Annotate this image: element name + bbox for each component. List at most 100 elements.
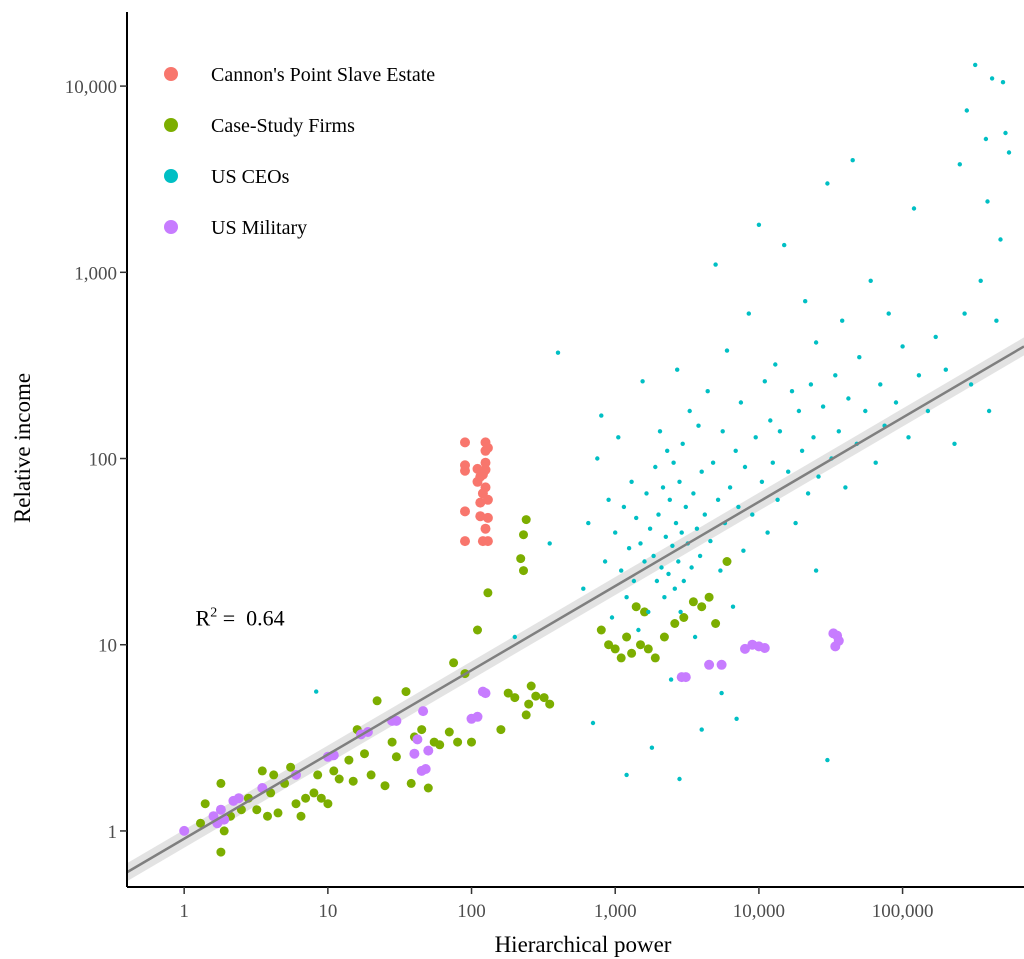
point-us-ceos: [989, 76, 995, 81]
point-us-ceos: [689, 565, 694, 570]
point-case-study-firms: [539, 693, 549, 703]
point-us-ceos: [957, 162, 962, 167]
point-case-study-firms: [722, 557, 732, 566]
point-us-military: [412, 734, 423, 745]
point-cannon-s-point-slave-estate: [482, 442, 493, 453]
point-us-ceos: [665, 448, 670, 453]
point-us-ceos: [746, 311, 751, 316]
point-us-military: [716, 659, 727, 670]
point-us-ceos: [727, 485, 733, 490]
point-us-ceos: [621, 504, 627, 510]
point-us-military: [420, 764, 431, 774]
point-us-ceos: [1000, 80, 1006, 85]
point-case-study-firms: [650, 653, 660, 663]
point-case-study-firms: [301, 793, 311, 803]
point-us-ceos: [691, 491, 696, 496]
point-us-ceos: [978, 278, 983, 283]
point-us-ceos: [668, 677, 674, 682]
point-case-study-firms: [200, 799, 210, 809]
point-us-ceos: [649, 745, 655, 750]
point-us-ceos: [708, 538, 713, 544]
point-cannon-s-point-slave-estate: [460, 465, 470, 476]
point-case-study-firms: [631, 602, 641, 612]
point-us-ceos: [836, 429, 841, 434]
point-us-military: [423, 745, 434, 756]
point-case-study-firms: [273, 808, 283, 818]
point-case-study-firms: [366, 770, 376, 780]
point-case-study-firms: [616, 653, 626, 663]
point-us-military: [233, 793, 244, 804]
point-us-ceos: [750, 512, 755, 517]
point-case-study-firms: [313, 770, 323, 780]
point-us-ceos: [820, 404, 826, 409]
point-us-ceos: [952, 441, 957, 446]
point-us-ceos: [805, 491, 811, 496]
point-us-ceos: [602, 559, 608, 564]
point-cannon-s-point-slave-estate: [472, 476, 483, 487]
point-us-ceos: [724, 348, 730, 353]
point-case-study-firms: [503, 688, 513, 698]
point-us-ceos: [968, 382, 974, 387]
point-us-ceos: [697, 553, 703, 559]
y-tick-label: 1: [108, 822, 118, 843]
point-us-ceos: [718, 568, 723, 573]
point-us-ceos: [512, 634, 517, 640]
point-case-study-firms: [286, 762, 296, 772]
point-cannon-s-point-slave-estate: [477, 488, 488, 499]
point-us-ceos: [736, 504, 741, 510]
point-case-study-firms: [545, 699, 555, 709]
y-axis-title: Relative income: [10, 373, 35, 523]
point-us-ceos: [678, 609, 683, 615]
point-cannon-s-point-slave-estate: [482, 512, 493, 523]
point-us-military: [472, 711, 483, 722]
point-case-study-firms: [216, 847, 226, 857]
point-case-study-firms: [423, 783, 433, 793]
point-case-study-firms: [316, 793, 326, 803]
point-us-ceos: [699, 469, 704, 474]
point-us-ceos: [916, 373, 922, 378]
point-us-ceos: [640, 379, 645, 384]
legend: Cannon's Point Slave Estate Case-Study Fi…: [164, 64, 435, 239]
axes-layer: 1 10 100 1,000 10,000 100,000 1 10 100 1,000 10,00…: [65, 12, 1024, 922]
point-us-ceos: [719, 690, 724, 696]
point-case-study-firms: [526, 681, 536, 691]
point-case-study-firms: [643, 644, 653, 654]
point-us-ceos: [713, 262, 718, 267]
x-tick-label: 10: [318, 901, 337, 922]
legend-swatch: [164, 169, 178, 183]
point-us-ceos: [613, 530, 618, 535]
point-us-ceos: [873, 460, 878, 465]
x-tick-label: 1: [179, 901, 189, 922]
point-case-study-firms: [401, 687, 411, 697]
r-squared-annotation: R2 = 0.64: [196, 606, 285, 631]
point-cannon-s-point-slave-estate: [477, 469, 488, 480]
point-us-ceos: [742, 464, 748, 470]
point-us-ceos: [782, 242, 787, 248]
point-cannon-s-point-slave-estate: [475, 511, 486, 522]
point-us-ceos: [803, 299, 808, 304]
point-us-ceos: [789, 389, 795, 394]
point-us-ceos: [677, 776, 682, 782]
point-case-study-firms: [516, 554, 526, 564]
point-case-study-firms: [380, 781, 390, 791]
point-us-ceos: [868, 278, 873, 283]
point-case-study-firms: [196, 818, 205, 828]
x-tick-label: 10,000: [733, 901, 785, 922]
point-us-ceos: [933, 334, 938, 340]
point-us-ceos: [616, 435, 621, 440]
point-case-study-firms: [334, 774, 344, 784]
point-us-ceos: [656, 512, 661, 517]
point-us-ceos: [675, 367, 680, 372]
point-us-ceos: [581, 586, 586, 591]
point-case-study-firms: [252, 805, 262, 815]
point-us-ceos: [609, 615, 615, 620]
point-case-study-firms: [697, 602, 707, 612]
point-us-ceos: [720, 429, 725, 434]
point-us-ceos: [986, 408, 992, 414]
point-case-study-firms: [453, 737, 463, 747]
point-us-ceos: [777, 429, 783, 434]
point-us-ceos: [773, 362, 778, 367]
y-tick-label: 10: [98, 636, 117, 657]
point-us-ceos: [816, 474, 821, 479]
